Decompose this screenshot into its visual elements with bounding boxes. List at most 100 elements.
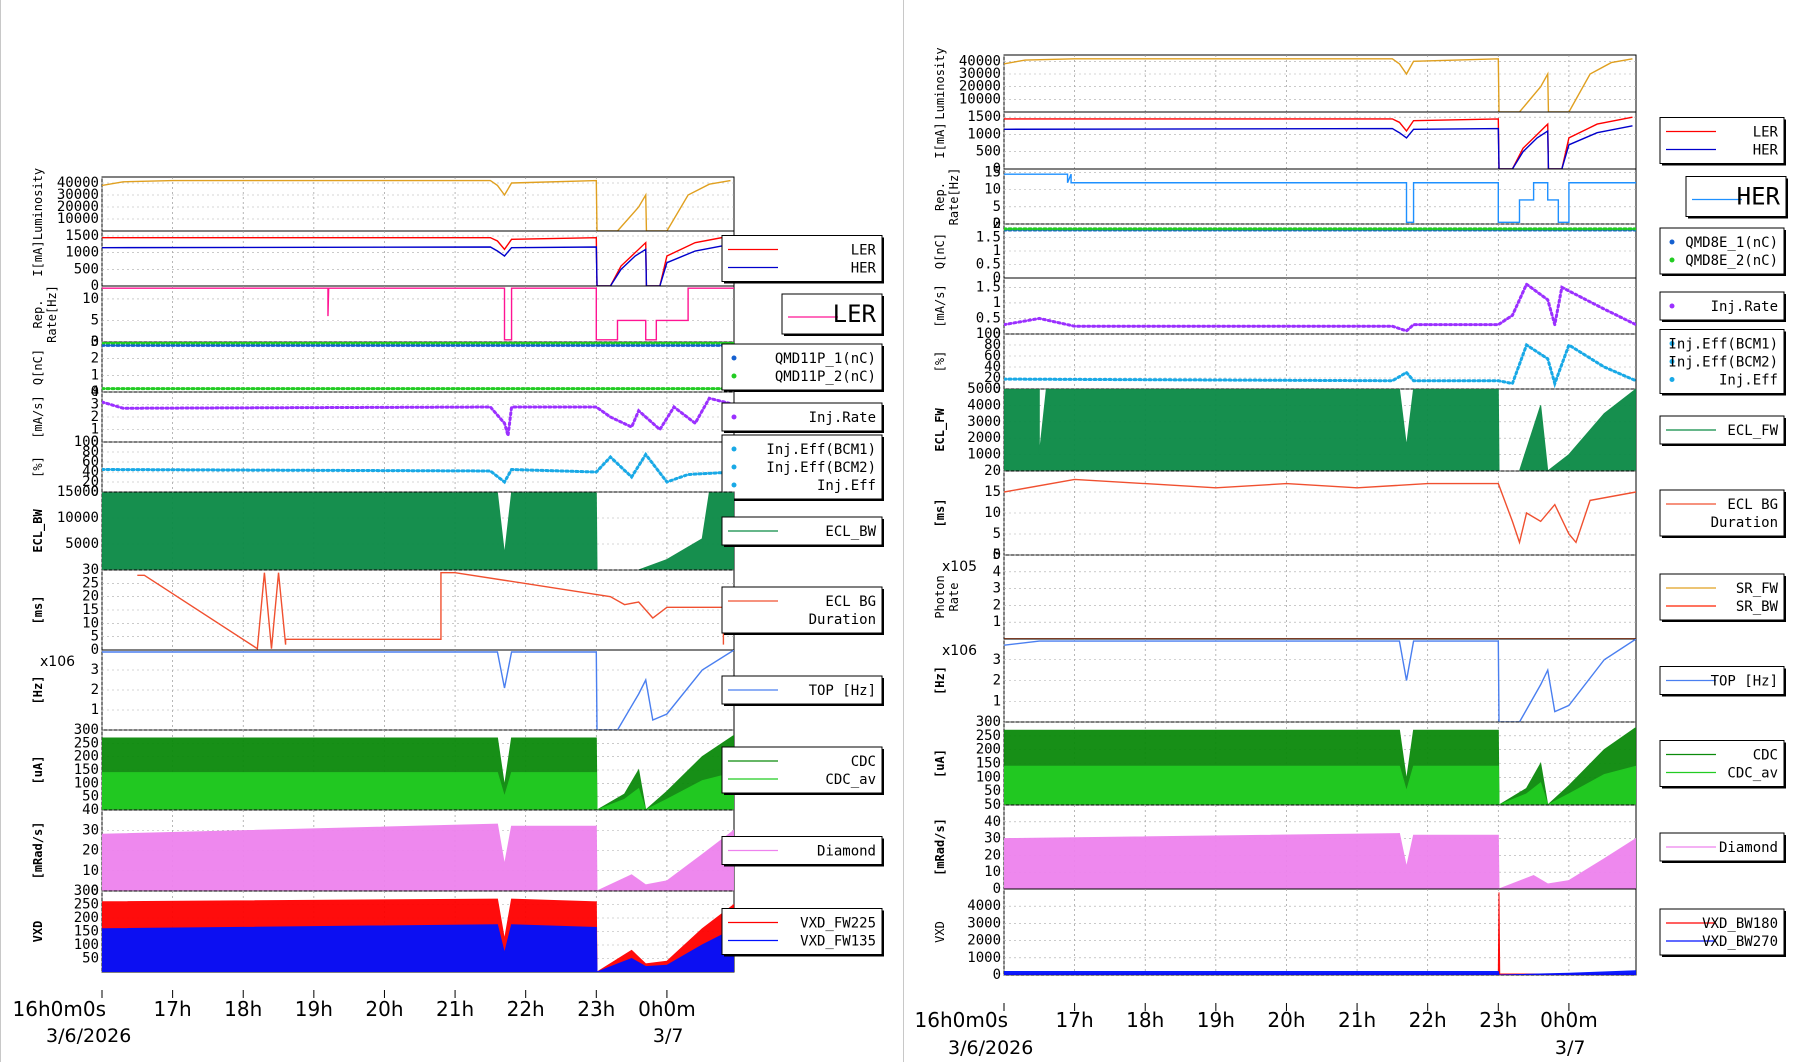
y-tick-label: 2	[91, 351, 99, 367]
y-tick-label: 80	[82, 444, 99, 460]
y-tick-label: 0	[91, 334, 99, 350]
y-tick-label: 300	[74, 883, 99, 899]
series-her	[102, 243, 731, 286]
x-axis: 16h0m0s 17h 18h 19h 20h 21h 22h 23h 0h0m 3/6/2026…	[13, 990, 696, 1047]
y-tick-label: 5	[91, 629, 99, 645]
y-tick-label: 2	[993, 673, 1001, 689]
legend-box	[721, 343, 883, 391]
legend-box	[1659, 573, 1785, 621]
panel-series	[102, 451, 734, 485]
y-tick-label: 3	[91, 334, 99, 350]
panel-frame	[1003, 168, 1637, 225]
x-tick-label: 16h0m0s	[915, 1008, 1008, 1032]
y-tick-label: 0.5	[976, 257, 1001, 273]
y-tick-label: 0	[91, 384, 99, 400]
legend-cur: LER HER	[1659, 117, 1786, 166]
y-tick-label: 0	[91, 434, 99, 450]
y-tick-label: 250	[74, 897, 99, 913]
series-ecl-bg-duration	[137, 571, 725, 650]
x-tick-label: 19h	[1197, 1008, 1235, 1032]
legend-label: Diamond	[817, 844, 876, 860]
legend-box	[721, 746, 883, 794]
page-left-border	[0, 0, 1, 1062]
x-tick-label: 20h	[1267, 1008, 1305, 1032]
x-tick-label: 18h	[1126, 1008, 1164, 1032]
x-start-date: 3/6/2026	[46, 1025, 131, 1047]
series-cdc-av	[1004, 765, 1636, 805]
y-tick-label: 15000	[57, 484, 99, 500]
y-tick-label: 30000	[57, 187, 99, 203]
y-tick-label: 40	[82, 802, 99, 818]
y-tick-label: 40	[984, 814, 1001, 830]
panel-series	[1004, 58, 1633, 112]
legend-label: HER	[1737, 183, 1781, 211]
legend-label: QMD11P_1(nC)	[775, 351, 876, 367]
panel-eff: 020406080100[%]Inj.Eff(BCM1)Inj.Eff(BCM2…	[933, 326, 1786, 397]
y-tick-label: 20	[984, 463, 1001, 479]
y-tick-label: 50	[82, 951, 99, 967]
legend-label: LER	[851, 243, 877, 259]
y-tick-label: 20	[984, 370, 1001, 386]
panel-series	[102, 492, 734, 570]
y-tick-label: 200	[74, 910, 99, 926]
legend-label: Inj.Eff(BCM2)	[1668, 355, 1778, 371]
y-tick-label: 0	[91, 278, 99, 294]
y-axis-label: VXD	[31, 921, 45, 943]
series-ecl-fw	[1004, 389, 1636, 471]
legend-box	[1659, 329, 1785, 394]
y-tick-label: 50	[82, 789, 99, 805]
legend-label: Inj.Eff	[817, 478, 876, 494]
y-multiplier: x105	[942, 559, 977, 575]
x-start-date: 3/6/2026	[948, 1037, 1033, 1059]
legend-label: Inj.Eff(BCM1)	[1668, 337, 1778, 353]
y-tick-label: 40	[82, 464, 99, 480]
legend-label: CDC	[851, 754, 876, 770]
series-inj-eff	[102, 451, 734, 485]
y-tick-label: 20	[82, 474, 99, 490]
panel-series	[102, 396, 734, 437]
y-axis-label: [ms]	[933, 499, 947, 528]
y-tick-label: 0	[91, 484, 99, 500]
legend-cdc: CDC CDC_av	[721, 746, 884, 795]
legend-box	[721, 586, 883, 634]
legend-label: ECL_BW	[825, 524, 876, 540]
y-tick-label: 3000	[967, 915, 1001, 931]
legend-box	[1659, 291, 1785, 321]
legend-label: QMD11P_2(nC)	[775, 369, 876, 385]
y-axis-label: [Hz]	[31, 676, 45, 705]
legend-marker	[1669, 377, 1675, 382]
y-multiplier: x106	[942, 643, 977, 659]
series-her	[1004, 125, 1633, 169]
y-tick-label: 2	[91, 682, 99, 698]
y-axis-label: Rep.	[31, 300, 45, 329]
legend-eff: Inj.Eff(BCM1) Inj.Eff(BCM2) Inj.Eff	[721, 434, 884, 501]
legend-label: LER	[1753, 125, 1779, 141]
legend-box	[721, 402, 883, 432]
legend-dia: Diamond	[1659, 832, 1786, 863]
panel-dia: 0 10 20 30 40 [mRad/s] Diamond	[31, 802, 884, 899]
y-axis-label: [ms]	[31, 596, 45, 625]
y-tick-label: 2	[91, 409, 99, 425]
y-tick-label: 250	[74, 735, 99, 751]
panel-series	[1004, 478, 1636, 545]
legend-marker	[1669, 359, 1675, 364]
legend-box	[781, 293, 883, 335]
series-inj-rate	[102, 396, 734, 437]
panel-frame	[101, 176, 735, 232]
x-axis: 16h0m0s 17h 18h 19h 20h 21h 22h 23h 0h0m 3/6/2026…	[915, 1003, 1598, 1059]
y-tick-label: 0.5	[976, 310, 1001, 326]
y-tick-label: 1000	[967, 126, 1001, 142]
y-tick-label: 500	[74, 261, 99, 277]
legend-marker	[1669, 341, 1675, 346]
y-tick-label: 30	[82, 562, 99, 578]
series-ler	[102, 235, 731, 286]
legend-top: TOP [Hz]	[721, 675, 884, 706]
y-tick-label: 500	[976, 144, 1001, 160]
legend-label: HER	[1753, 143, 1779, 159]
legend-label: ECL BG	[1727, 497, 1778, 513]
